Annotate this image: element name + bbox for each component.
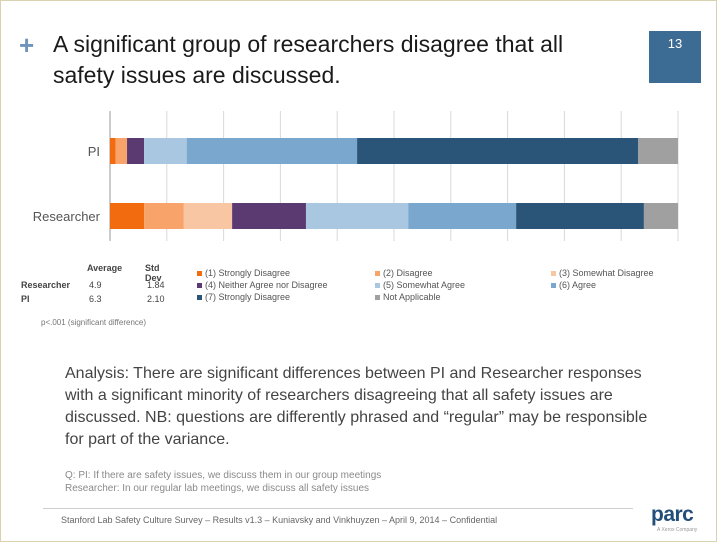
bar-segment-pi-6 <box>186 138 358 164</box>
legend-item: (1) Strongly Disagree <box>197 268 290 278</box>
bar-segment-researcher-5 <box>305 203 409 229</box>
legend-label: (4) Neither Agree nor Disagree <box>205 280 328 290</box>
bar-segment-researcher-7 <box>516 203 644 229</box>
stats-pi-std-dev: 2.10 <box>147 294 165 304</box>
significance-note: p<.001 (significant difference) <box>41 318 147 327</box>
legend-swatch <box>197 283 202 289</box>
question-pi: Q: PI: If there are safety issues, we di… <box>65 470 382 481</box>
stacked-bar-chart: PI Researcher <box>33 111 679 241</box>
legend-swatch <box>197 295 202 301</box>
legend-item: (5) Somewhat Agree <box>375 280 465 290</box>
legend-item: (3) Somewhat Disagree <box>551 268 654 278</box>
plus-icon: + <box>19 30 35 60</box>
legend-swatch <box>375 283 380 289</box>
slide-title: A significant group of researchers disag… <box>53 31 564 88</box>
legend-label: (3) Somewhat Disagree <box>559 268 654 278</box>
legend-swatch <box>375 295 380 301</box>
legend-item: (6) Agree <box>551 280 596 290</box>
parc-logo-subtitle: A Xerox Company <box>657 527 698 533</box>
footer-text: Stanford Lab Safety Culture Survey – Res… <box>61 515 498 525</box>
bar-segment-researcher-8 <box>643 203 678 229</box>
bar-segment-pi-7 <box>357 138 639 164</box>
bar-segment-pi-4 <box>127 138 145 164</box>
bar-segment-pi-5 <box>144 138 187 164</box>
legend-label: (5) Somewhat Agree <box>383 280 466 290</box>
page-number-box: 13 <box>649 31 701 83</box>
chart-legend: (1) Strongly Disagree (2) Disagree (3) Som… <box>197 268 677 308</box>
category-label-pi: PI <box>88 144 100 159</box>
parc-logo: parc <box>651 503 694 526</box>
stats-row-label-researcher: Researcher <box>21 280 71 290</box>
legend-label: (7) Strongly Disagree <box>205 292 291 302</box>
bar-segment-researcher-4 <box>232 203 306 229</box>
footer-divider <box>43 508 633 509</box>
legend-item: (2) Disagree <box>375 268 433 278</box>
analysis-text: Analysis: There are significant differen… <box>65 365 648 448</box>
legend-item: (7) Strongly Disagree <box>197 292 290 302</box>
stats-researcher-std-dev: 1.84 <box>147 280 165 290</box>
bar-segment-researcher-6 <box>408 203 517 229</box>
stats-researcher-average: 4.9 <box>89 280 102 290</box>
stats-header-average: Average <box>87 263 123 273</box>
legend-swatch <box>375 271 380 277</box>
category-label-researcher: Researcher <box>33 209 101 224</box>
legend-item: (4) Neither Agree nor Disagree <box>197 280 328 290</box>
stats-row-label-pi: PI <box>21 294 30 304</box>
bar-segment-researcher-2 <box>144 203 184 229</box>
bar-segment-researcher-1 <box>110 203 145 229</box>
page-number: 13 <box>667 36 683 51</box>
question-researcher: Researcher: In our regular lab meetings,… <box>65 483 370 494</box>
legend-label: Not Applicable <box>383 292 441 302</box>
legend-item: Not Applicable <box>375 292 441 302</box>
legend-label: (6) Agree <box>559 280 597 290</box>
bar-segment-pi-1 <box>110 138 116 164</box>
bar-segment-researcher-3 <box>183 203 233 229</box>
bar-segment-pi-2 <box>115 138 128 164</box>
legend-swatch <box>197 271 202 277</box>
legend-swatch <box>551 271 556 277</box>
question-notes: Q: PI: If there are safety issues, we di… <box>65 469 381 495</box>
legend-swatch <box>551 283 556 289</box>
legend-label: (2) Disagree <box>383 268 433 278</box>
legend-label: (1) Strongly Disagree <box>205 268 291 278</box>
stats-pi-average: 6.3 <box>89 294 102 304</box>
stats-header-std-dev: Std Dev <box>145 263 162 283</box>
bar-segment-pi-8 <box>638 138 678 164</box>
